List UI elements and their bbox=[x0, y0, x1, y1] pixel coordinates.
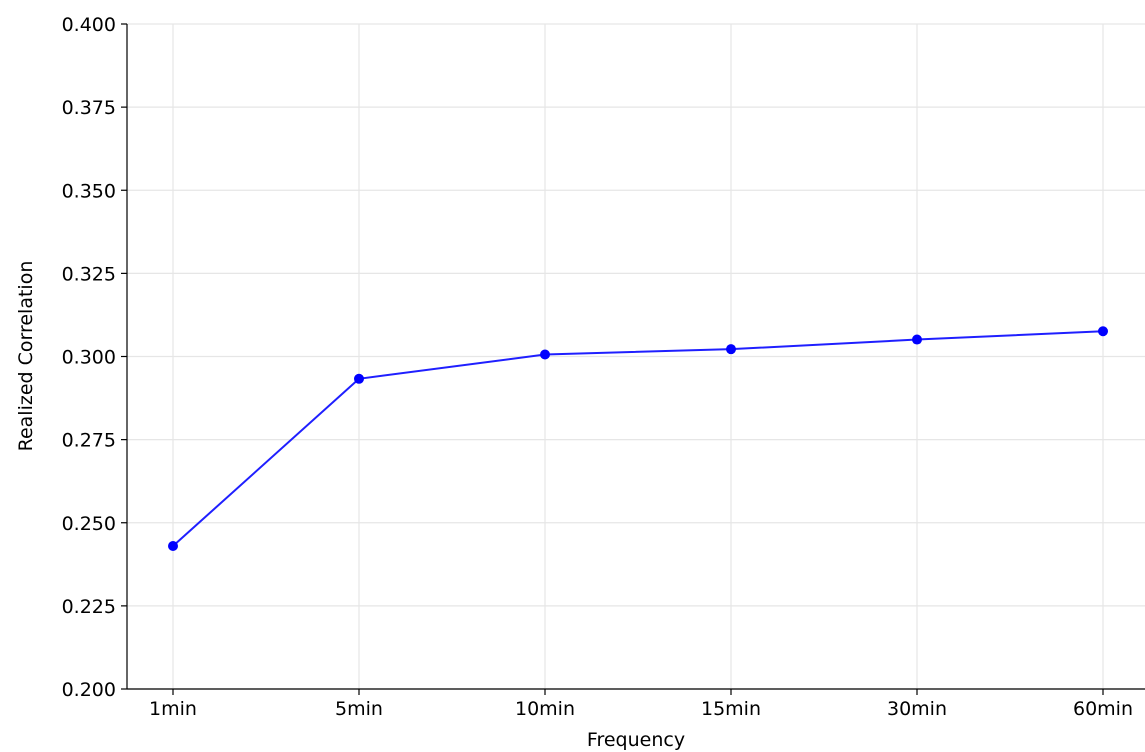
y-ticks: 0.200 0.225 0.250 0.275 0.300 0.325 0.350 0.375… bbox=[62, 14, 127, 701]
y-axis-label: Realized Correlation bbox=[15, 261, 37, 452]
series-group bbox=[168, 326, 1108, 552]
x-tick-label: 5min bbox=[335, 698, 383, 720]
data-point bbox=[912, 334, 922, 345]
y-tick-label: 0.250 bbox=[62, 513, 116, 535]
y-tick-label: 0.300 bbox=[62, 347, 116, 369]
x-ticks: 1min 5min 10min 15min 30min 60min bbox=[149, 689, 1133, 720]
y-tick-label: 0.375 bbox=[62, 97, 116, 119]
data-point bbox=[726, 344, 736, 355]
y-tick-label: 0.200 bbox=[62, 679, 116, 701]
y-tick-label: 0.325 bbox=[62, 263, 116, 285]
data-point bbox=[354, 373, 364, 384]
x-tick-label: 60min bbox=[1073, 698, 1133, 720]
y-tick-label: 0.225 bbox=[62, 596, 116, 618]
grid-lines bbox=[127, 23, 1145, 690]
data-point bbox=[540, 349, 550, 360]
x-tick-label: 1min bbox=[149, 698, 197, 720]
series-line bbox=[172, 330, 1104, 547]
data-point bbox=[1098, 326, 1108, 337]
x-tick-label: 10min bbox=[515, 698, 575, 720]
x-tick-label: 30min bbox=[887, 698, 947, 720]
data-point bbox=[168, 541, 178, 552]
y-tick-label: 0.400 bbox=[62, 14, 116, 36]
y-tick-label: 0.350 bbox=[62, 180, 116, 202]
y-tick-label: 0.275 bbox=[62, 430, 116, 452]
x-tick-label: 15min bbox=[701, 698, 761, 720]
x-axis-label: Frequency bbox=[587, 729, 685, 751]
